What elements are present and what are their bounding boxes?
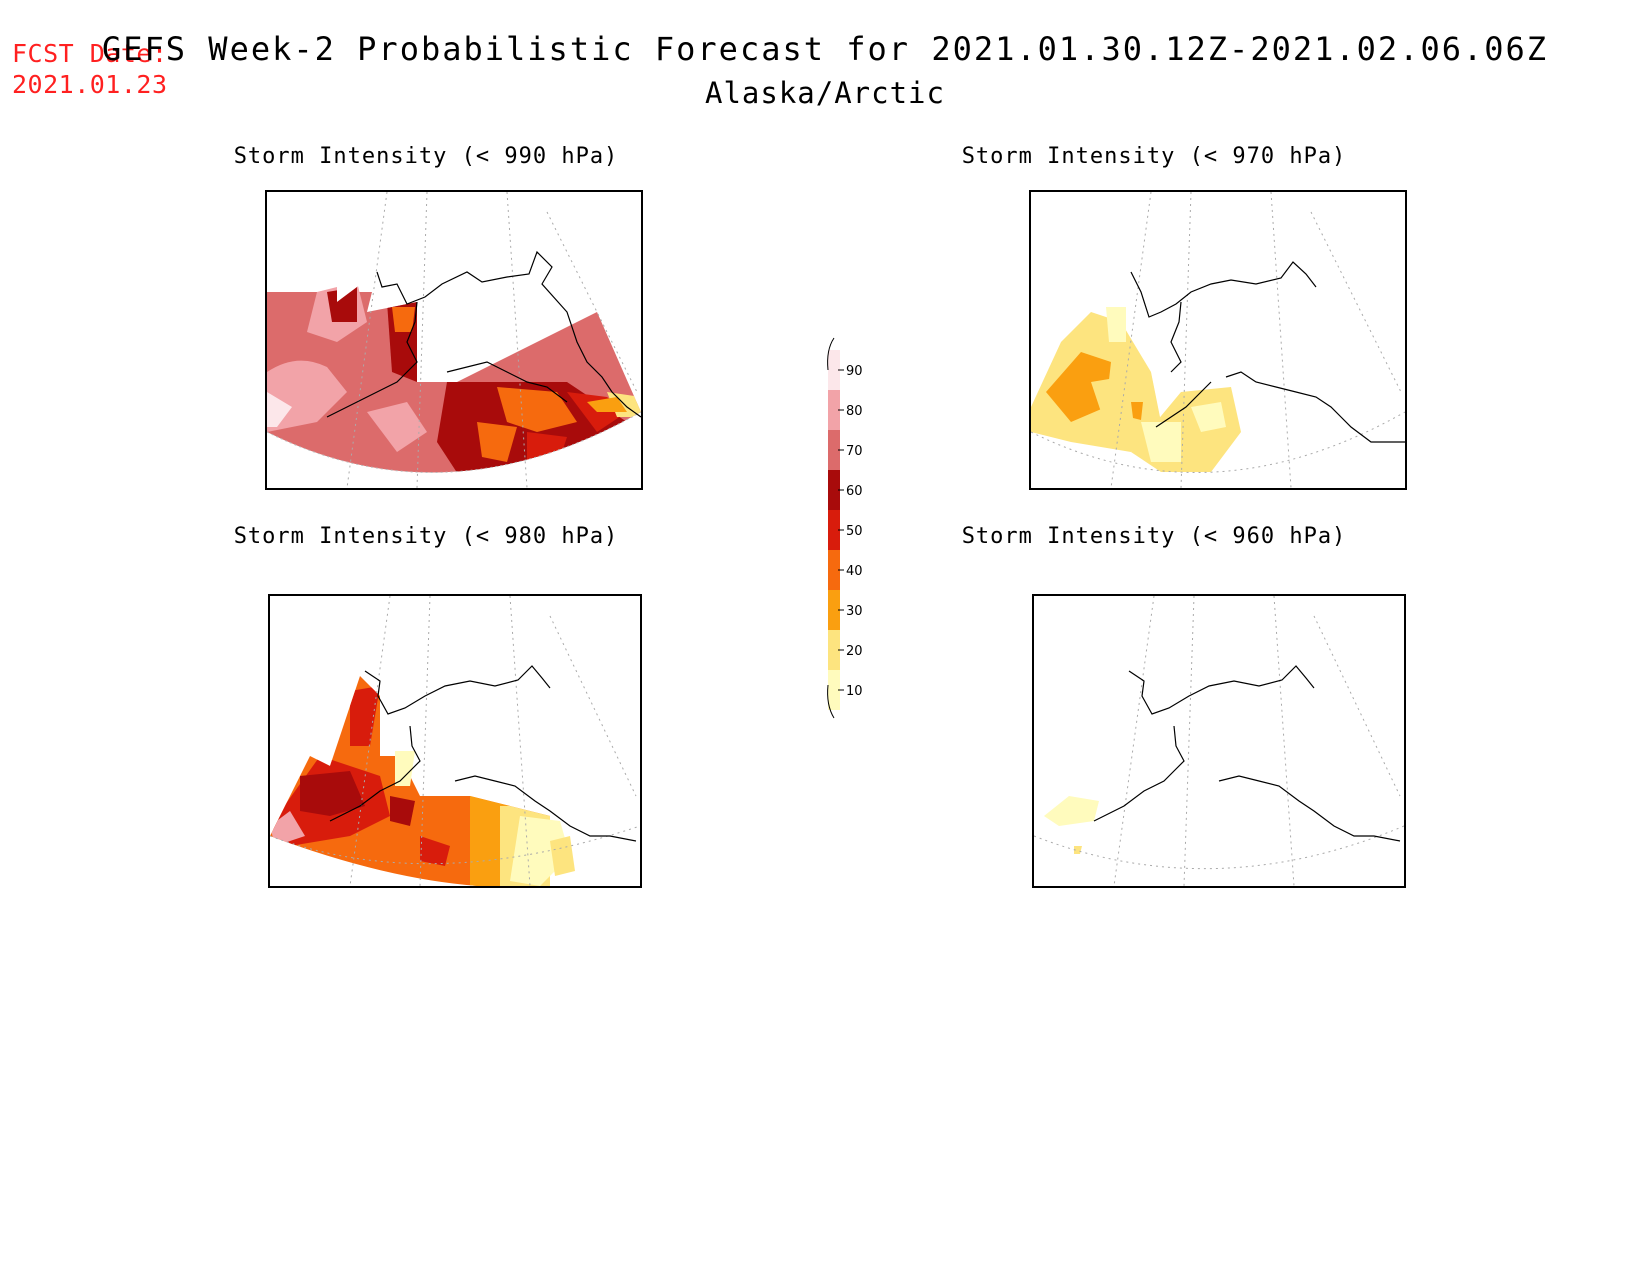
colorbar-label: 90 <box>846 364 863 379</box>
map-960 <box>1034 596 1404 886</box>
coastline-990 <box>326 250 641 418</box>
colorbar-swatch <box>828 630 840 670</box>
forecast-date-label: FCST Date: <box>12 39 168 68</box>
colorbar-swatch <box>828 590 840 630</box>
coastline-960 <box>1093 665 1401 842</box>
colorbar-swatch <box>828 430 840 470</box>
map-panel-980 <box>268 594 642 888</box>
colorbar-swatch <box>828 470 840 510</box>
colorbar-label: 80 <box>846 404 863 419</box>
panel-title-960: Storm Intensity (< 960 hPa) <box>961 524 1347 549</box>
colorbar-label: 60 <box>846 484 863 499</box>
colorbar-label: 70 <box>846 444 863 459</box>
panel-title-990: Storm Intensity (< 990 hPa) <box>233 144 619 169</box>
map-panel-960 <box>1032 594 1406 888</box>
forecast-date-value: 2021.01.23 <box>12 70 168 99</box>
colorbar-label: 30 <box>846 604 863 619</box>
coastline-970 <box>1130 261 1405 443</box>
colorbar-label: 20 <box>846 644 863 659</box>
panel-title-980: Storm Intensity (< 980 hPa) <box>233 524 619 549</box>
map-970 <box>1031 192 1405 488</box>
colorbar-swatch <box>828 550 840 590</box>
forecast-date-block: FCST Date: 2021.01.23 <box>12 38 168 100</box>
map-panel-970 <box>1029 190 1407 490</box>
map-980 <box>270 596 640 886</box>
colorbar-label: 40 <box>846 564 863 579</box>
map-panel-990 <box>265 190 643 490</box>
coastline-980 <box>329 665 637 842</box>
colorbar-swatch <box>828 510 840 550</box>
region-title: Alaska/Arctic <box>705 76 945 110</box>
panel-title-970: Storm Intensity (< 970 hPa) <box>961 144 1347 169</box>
colorbar-swatch <box>828 390 840 430</box>
colorbar-label: 10 <box>846 684 863 699</box>
colorbar-swatch <box>828 670 840 710</box>
colorbar-swatch <box>828 350 840 390</box>
page-title: GEFS Week-2 Probabilistic Forecast for 2… <box>101 30 1549 68</box>
colorbar-label: 50 <box>846 524 863 539</box>
map-990 <box>267 192 641 488</box>
colorbar: 90 80 70 60 50 40 30 20 10 <box>827 337 863 719</box>
